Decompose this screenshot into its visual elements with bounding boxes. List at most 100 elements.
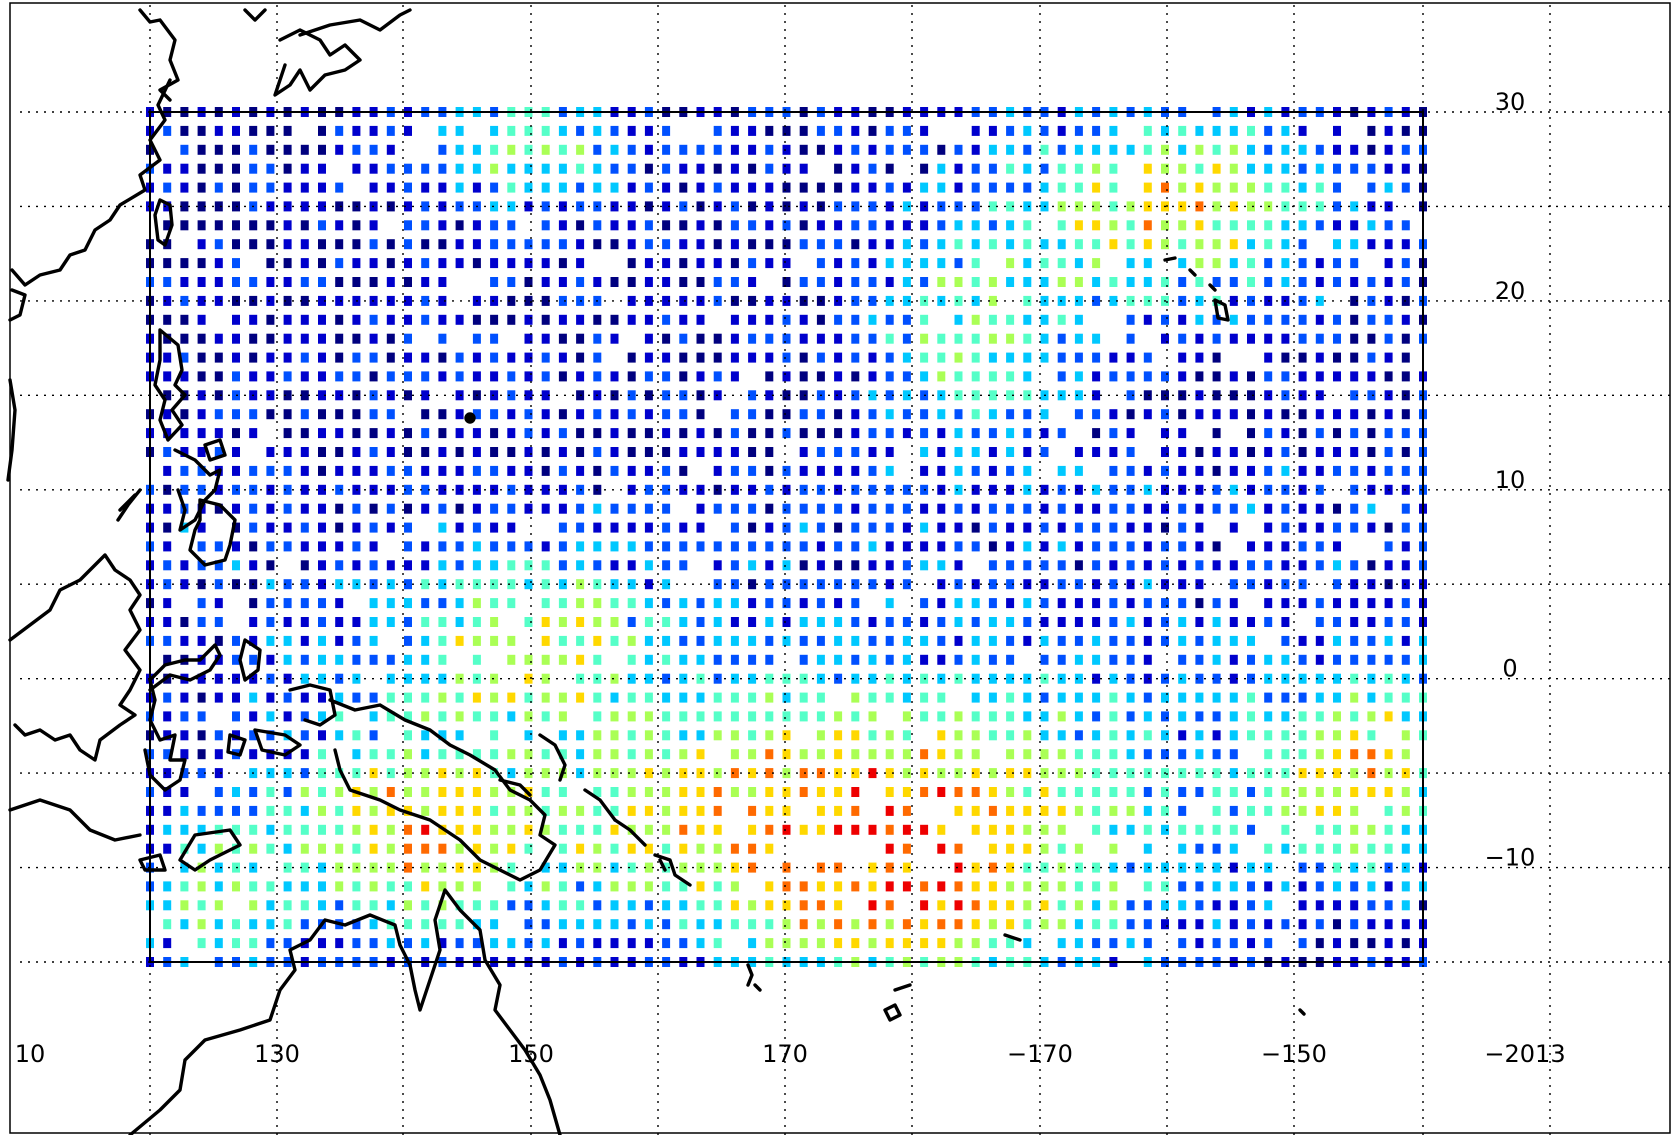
- data-cell: [1281, 749, 1290, 760]
- data-cell: [851, 919, 860, 930]
- data-cell: [610, 692, 619, 703]
- data-cell: [730, 654, 739, 665]
- data-cell: [163, 938, 172, 949]
- data-cell: [352, 258, 361, 269]
- data-cell: [627, 201, 636, 212]
- data-cell: [1264, 314, 1273, 325]
- data-cell: [180, 579, 189, 590]
- data-cell: [300, 749, 309, 760]
- data-cell: [799, 900, 808, 911]
- data-cell: [1092, 182, 1101, 193]
- data-cell: [834, 390, 843, 401]
- data-cell: [1143, 239, 1152, 250]
- data-cell: [1006, 447, 1015, 457]
- data-cell: [920, 447, 929, 457]
- data-cell: [593, 314, 602, 325]
- data-cell: [885, 371, 894, 382]
- data-cell: [318, 390, 326, 401]
- data-cell: [438, 635, 447, 646]
- data-cell: [197, 182, 206, 193]
- data-cell: [1350, 900, 1359, 911]
- data-cell: [851, 220, 860, 231]
- data-cell: [885, 220, 894, 231]
- data-cell: [782, 125, 791, 136]
- data-cell: [576, 333, 585, 344]
- data-cell: [214, 787, 223, 797]
- data-cell: [197, 333, 206, 344]
- data-cell: [558, 182, 567, 193]
- data-cell: [679, 692, 688, 703]
- data-cell: [1006, 503, 1015, 514]
- data-cell: [1367, 862, 1376, 873]
- data-cell: [490, 749, 499, 760]
- data-cell: [748, 579, 757, 590]
- data-cell: [232, 654, 240, 665]
- data-cell: [954, 390, 963, 401]
- data-cell: [1143, 805, 1152, 816]
- data-cell: [1023, 673, 1032, 684]
- data-cell: [1040, 635, 1049, 646]
- data-cell: [1178, 711, 1187, 722]
- data-cell: [748, 673, 757, 684]
- data-cell: [438, 843, 447, 854]
- data-cell: [1401, 730, 1410, 741]
- data-cell: [1109, 938, 1118, 949]
- data-cell: [421, 182, 430, 193]
- data-cell: [696, 919, 705, 930]
- data-cell: [662, 938, 671, 949]
- data-cell: [1281, 503, 1290, 514]
- data-cell: [421, 919, 430, 930]
- data-cell: [455, 824, 464, 835]
- data-cell: [971, 201, 980, 212]
- data-cell: [197, 409, 206, 420]
- data-cell: [610, 503, 619, 514]
- data-cell: [266, 352, 275, 363]
- data-cell: [1401, 919, 1410, 930]
- data-cell: [266, 938, 275, 949]
- data-cell: [1212, 824, 1221, 835]
- data-cell: [1247, 465, 1255, 476]
- data-cell: [644, 881, 653, 892]
- data-cell: [1333, 919, 1341, 930]
- data-cell: [1074, 768, 1083, 779]
- data-cell: [748, 919, 757, 930]
- data-cell: [765, 692, 774, 703]
- data-cell: [335, 144, 344, 155]
- data-cell: [696, 409, 705, 420]
- data-cell: [1281, 277, 1290, 287]
- data-cell: [765, 409, 774, 420]
- data-cell: [920, 503, 929, 514]
- data-cell: [352, 409, 361, 420]
- data-cell: [662, 333, 671, 344]
- data-cell: [988, 654, 997, 665]
- data-cell: [730, 749, 739, 760]
- data-cell: [318, 730, 326, 741]
- data-cell: [576, 465, 585, 476]
- data-cell: [1333, 938, 1341, 949]
- data-cell: [851, 805, 860, 816]
- data-cell: [1057, 144, 1066, 155]
- data-cell: [834, 560, 843, 571]
- data-cell: [679, 919, 688, 930]
- data-cell: [1350, 635, 1359, 646]
- data-cell: [1143, 617, 1152, 627]
- data-cell: [404, 314, 412, 325]
- data-cell: [627, 617, 636, 627]
- data-cell: [988, 352, 997, 363]
- data-cell: [971, 617, 980, 627]
- data-cell: [1195, 144, 1204, 155]
- data-cell: [954, 465, 963, 476]
- data-cell: [765, 824, 774, 835]
- data-cell: [1006, 711, 1015, 722]
- data-cell: [524, 447, 533, 457]
- data-cell: [197, 541, 206, 552]
- data-cell: [816, 409, 825, 420]
- data-cell: [1212, 144, 1221, 155]
- data-cell: [1143, 654, 1152, 665]
- data-cell: [713, 163, 722, 174]
- data-cell: [868, 125, 877, 136]
- data-cell: [885, 824, 894, 835]
- data-cell: [1367, 314, 1376, 325]
- data-cell: [1057, 541, 1066, 552]
- data-cell: [472, 654, 481, 665]
